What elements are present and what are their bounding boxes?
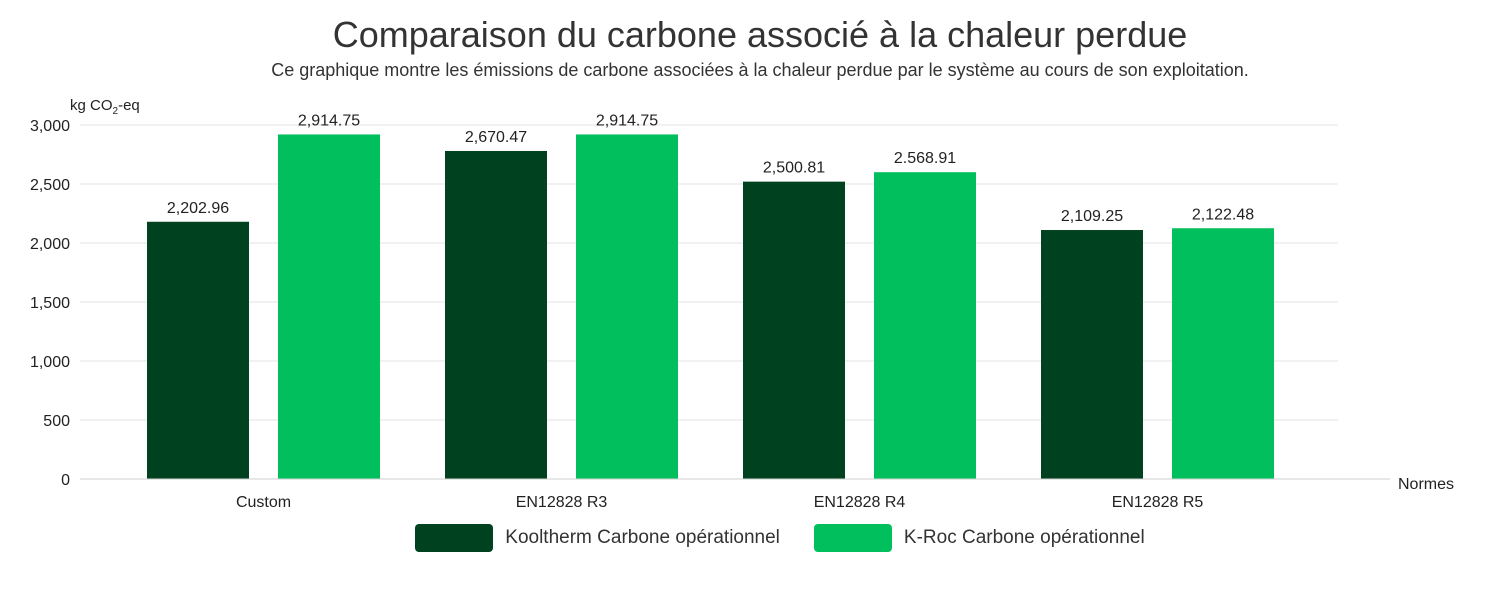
chart-title: Comparaison du carbone associé à la chal… xyxy=(332,14,1188,55)
x-tick-label: Custom xyxy=(236,494,291,511)
x-tick-label: EN12828 R4 xyxy=(814,494,906,511)
bar-value-label: 2,670.47 xyxy=(465,129,527,146)
bar xyxy=(1041,230,1143,479)
bar-value-label: 2,109.25 xyxy=(1061,208,1123,225)
y-axis-label: kg CO2-eq xyxy=(70,97,140,117)
bar-value-label: 2,500.81 xyxy=(763,160,825,177)
y-tick-label: 3,000 xyxy=(30,118,70,135)
bar xyxy=(576,134,678,479)
y-tick-label: 1,500 xyxy=(30,295,70,312)
y-axis-ticks: 0 500 1,000 1,500 2,000 2,500 3,000 xyxy=(30,118,70,489)
y-axis-label-sub: 2 xyxy=(113,106,119,117)
bar-value-label: 2,914.75 xyxy=(596,112,658,129)
legend-item-kroc: K-Roc Carbone opérationnel xyxy=(813,524,1145,552)
y-tick-label: 0 xyxy=(61,472,70,489)
x-tick-label: EN12828 R5 xyxy=(1112,494,1204,511)
y-axis-label-main: kg CO xyxy=(70,97,113,114)
y-axis-label-suffix: -eq xyxy=(118,97,140,114)
x-axis-label: Normes xyxy=(1398,476,1454,493)
bar xyxy=(445,150,547,479)
y-tick-label: 500 xyxy=(43,413,70,430)
legend-label-kooltherm: Kooltherm Carbone opérationnel xyxy=(505,527,780,548)
bar-value-labels: 2,202.96 2,914.75 2,670.47 2,914.75 2,500.81… xyxy=(167,112,1254,225)
bars xyxy=(147,134,1274,479)
legend-swatch-kroc xyxy=(813,524,892,552)
grid-lines xyxy=(80,124,1338,421)
bar xyxy=(874,172,976,479)
legend: Kooltherm Carbone opérationnel K-Roc Car… xyxy=(0,524,1500,552)
legend-item-kooltherm: Kooltherm Carbone opérationnel xyxy=(415,524,780,552)
legend-swatch-kooltherm xyxy=(415,524,494,552)
bar-value-label: 2,914.75 xyxy=(298,112,360,129)
x-axis-ticks: Custom EN12828 R3 EN12828 R4 EN12828 R5 xyxy=(236,494,1203,511)
bar-value-label: 2.568.91 xyxy=(894,150,956,167)
y-tick-label: 2,500 xyxy=(30,177,70,194)
chart-subtitle: Ce graphique montre les émissions de car… xyxy=(271,60,1249,80)
y-tick-label: 2,000 xyxy=(30,236,70,253)
bar xyxy=(147,221,249,479)
legend-label-kroc: K-Roc Carbone opérationnel xyxy=(903,527,1145,548)
bar xyxy=(278,134,380,479)
bar-value-label: 2,122.48 xyxy=(1192,206,1254,223)
y-tick-label: 1,000 xyxy=(30,354,70,371)
x-tick-label: EN12828 R3 xyxy=(516,494,608,511)
bar xyxy=(1172,228,1274,479)
bar xyxy=(743,181,845,479)
bar-value-label: 2,202.96 xyxy=(167,200,229,217)
